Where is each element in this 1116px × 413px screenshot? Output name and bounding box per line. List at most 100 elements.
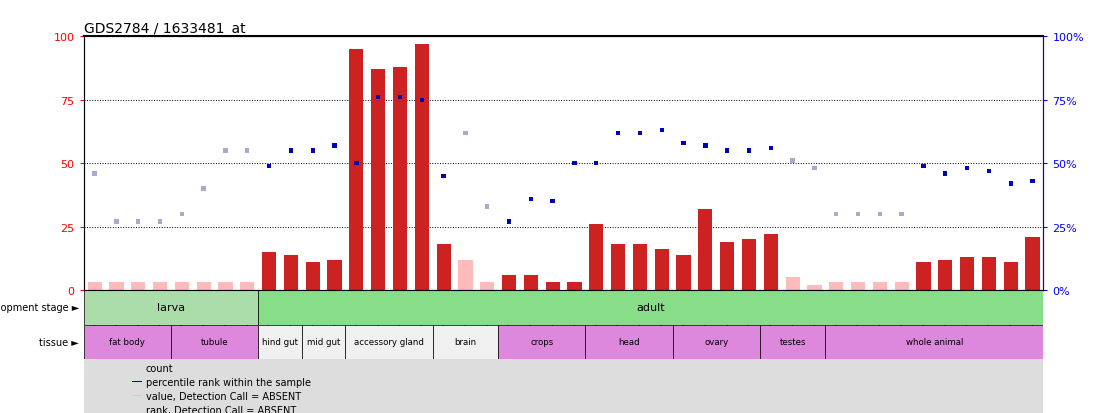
Bar bbox=[612, 245, 625, 290]
Bar bbox=[87, 283, 102, 290]
Point bbox=[653, 128, 671, 134]
Point bbox=[217, 148, 234, 154]
Bar bbox=[589, 225, 604, 290]
Bar bbox=[258, 325, 301, 359]
Text: ovary: ovary bbox=[704, 337, 729, 347]
Point bbox=[173, 211, 191, 218]
Point bbox=[980, 168, 998, 175]
Text: adult: adult bbox=[636, 303, 665, 313]
Bar bbox=[327, 260, 341, 290]
Bar bbox=[132, 409, 142, 410]
Bar bbox=[655, 250, 668, 290]
Bar bbox=[673, 325, 760, 359]
Point bbox=[1023, 178, 1041, 185]
Text: accessory gland: accessory gland bbox=[354, 337, 424, 347]
Point bbox=[806, 166, 824, 172]
Text: brain: brain bbox=[454, 337, 477, 347]
Text: hind gut: hind gut bbox=[262, 337, 298, 347]
Point bbox=[282, 148, 300, 154]
Bar bbox=[109, 283, 124, 290]
Point bbox=[674, 140, 692, 147]
Bar bbox=[1003, 263, 1018, 290]
Bar bbox=[763, 235, 778, 290]
Point bbox=[347, 161, 365, 167]
Point bbox=[1002, 181, 1020, 188]
Point bbox=[783, 158, 801, 164]
Text: percentile rank within the sample: percentile rank within the sample bbox=[146, 377, 310, 387]
Text: development stage ►: development stage ► bbox=[0, 303, 79, 313]
Bar bbox=[258, 290, 1043, 325]
Text: whole animal: whole animal bbox=[906, 337, 963, 347]
Point bbox=[369, 95, 387, 101]
Point bbox=[609, 130, 627, 137]
Point bbox=[456, 130, 474, 137]
Bar bbox=[415, 45, 429, 290]
Point bbox=[631, 130, 648, 137]
Bar bbox=[567, 283, 581, 290]
Bar bbox=[498, 325, 586, 359]
Bar bbox=[676, 255, 691, 290]
Bar bbox=[916, 263, 931, 290]
Point bbox=[195, 186, 213, 192]
Text: crops: crops bbox=[530, 337, 554, 347]
Bar bbox=[960, 257, 974, 290]
Bar bbox=[393, 68, 407, 290]
Bar bbox=[171, 325, 258, 359]
Point bbox=[107, 219, 125, 225]
Text: mid gut: mid gut bbox=[307, 337, 340, 347]
Point bbox=[827, 211, 845, 218]
Bar bbox=[219, 283, 232, 290]
Bar bbox=[873, 283, 887, 290]
Bar bbox=[306, 263, 320, 290]
Bar bbox=[84, 290, 1043, 413]
Point bbox=[893, 211, 911, 218]
Point bbox=[86, 171, 104, 177]
Bar bbox=[523, 275, 538, 290]
Bar bbox=[175, 283, 189, 290]
Text: larva: larva bbox=[157, 303, 185, 313]
Text: value, Detection Call = ABSENT: value, Detection Call = ABSENT bbox=[146, 391, 301, 401]
Bar bbox=[760, 325, 826, 359]
Bar bbox=[346, 325, 433, 359]
Bar bbox=[826, 325, 1043, 359]
Bar bbox=[262, 252, 276, 290]
Bar bbox=[939, 260, 952, 290]
Point bbox=[151, 219, 169, 225]
Bar bbox=[349, 50, 364, 290]
Bar bbox=[852, 283, 865, 290]
Bar bbox=[633, 245, 647, 290]
Bar bbox=[807, 285, 821, 290]
Text: GDS2784 / 1633481_at: GDS2784 / 1633481_at bbox=[84, 22, 246, 36]
Point bbox=[326, 143, 344, 150]
Text: tissue ►: tissue ► bbox=[39, 337, 79, 347]
Point bbox=[849, 211, 867, 218]
Bar bbox=[132, 283, 145, 290]
Point bbox=[500, 219, 518, 225]
Point bbox=[959, 166, 976, 172]
Bar bbox=[459, 260, 472, 290]
Bar bbox=[433, 325, 498, 359]
Text: fat body: fat body bbox=[109, 337, 145, 347]
Bar bbox=[895, 283, 908, 290]
Point bbox=[479, 204, 497, 210]
Text: testes: testes bbox=[779, 337, 806, 347]
Bar bbox=[982, 257, 995, 290]
Bar bbox=[720, 242, 734, 290]
Bar bbox=[699, 209, 712, 290]
Bar bbox=[829, 283, 844, 290]
Bar bbox=[546, 283, 560, 290]
Bar bbox=[240, 283, 254, 290]
Bar bbox=[283, 255, 298, 290]
Point bbox=[936, 171, 954, 177]
Text: rank, Detection Call = ABSENT: rank, Detection Call = ABSENT bbox=[146, 405, 296, 413]
Point bbox=[915, 163, 933, 170]
Point bbox=[260, 163, 278, 170]
Bar bbox=[586, 325, 673, 359]
Bar bbox=[742, 240, 756, 290]
Bar bbox=[372, 70, 385, 290]
Point bbox=[740, 148, 758, 154]
Point bbox=[304, 148, 321, 154]
Point bbox=[762, 145, 780, 152]
Point bbox=[870, 211, 888, 218]
Bar bbox=[84, 290, 258, 325]
